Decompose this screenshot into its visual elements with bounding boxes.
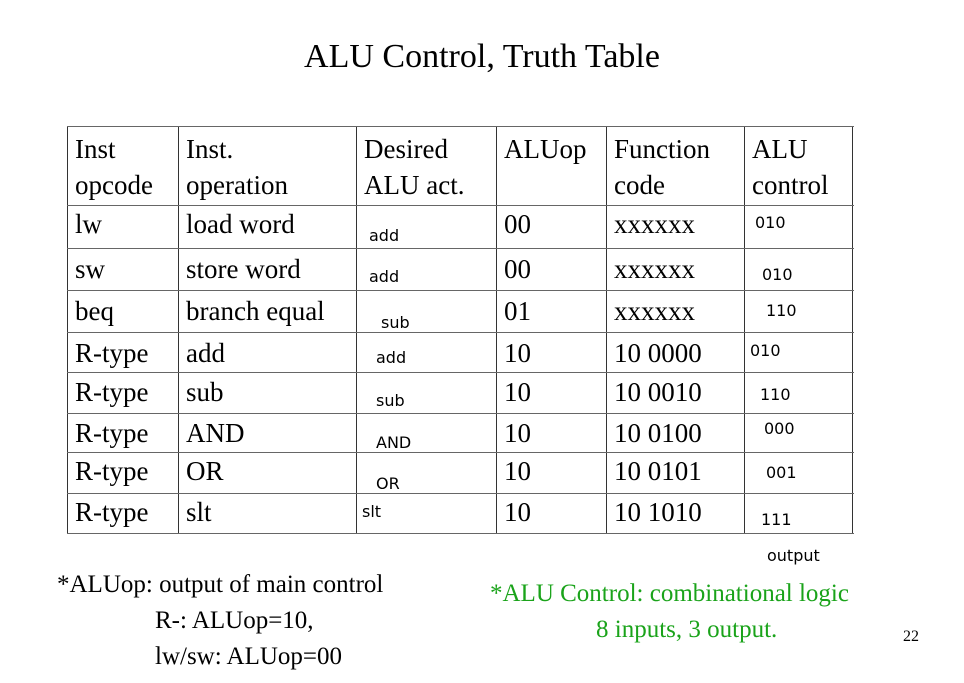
table-column-divider bbox=[606, 126, 607, 534]
table-cell-alu-action: add bbox=[376, 348, 407, 367]
table-header-cell: control bbox=[752, 170, 829, 200]
table-column-divider bbox=[356, 126, 357, 534]
table-cell-opcode: R-type bbox=[75, 377, 149, 407]
table-cell-alu-control: 001 bbox=[766, 463, 797, 482]
table-cell-aluop: 10 bbox=[504, 338, 531, 368]
table-cell-opcode: R-type bbox=[75, 456, 149, 486]
table-header-cell: Desired bbox=[364, 134, 448, 164]
aluop-note-line1: *ALUop: output of main control bbox=[57, 571, 384, 598]
table-cell-alu-control: 110 bbox=[766, 301, 797, 320]
table-cell-function-code: xxxxxx bbox=[614, 254, 695, 284]
table-cell-function-code: 10 1010 bbox=[614, 497, 702, 527]
table-cell-alu-action: add bbox=[369, 226, 400, 245]
table-cell-function-code: xxxxxx bbox=[614, 296, 695, 326]
table-cell-opcode: R-type bbox=[75, 418, 149, 448]
table-cell-alu-control: 110 bbox=[760, 385, 791, 404]
table-header-cell: ALU act. bbox=[364, 170, 465, 200]
table-cell-operation: sub bbox=[186, 377, 224, 407]
table-row-divider bbox=[67, 248, 854, 249]
table-column-divider bbox=[744, 126, 745, 534]
table-cell-operation: add bbox=[186, 338, 225, 368]
table-cell-aluop: 10 bbox=[504, 497, 531, 527]
table-header-cell: Inst. bbox=[186, 134, 234, 164]
table-cell-alu-action: add bbox=[369, 267, 400, 286]
table-row-divider bbox=[67, 452, 854, 453]
alu-control-note-line2: 8 inputs, 3 output. bbox=[596, 616, 778, 643]
table-cell-alu-action: OR bbox=[376, 474, 400, 493]
table-cell-opcode: R-type bbox=[75, 338, 149, 368]
table-cell-opcode: beq bbox=[75, 296, 114, 326]
table-cell-alu-control: 010 bbox=[762, 265, 793, 284]
table-cell-operation: branch equal bbox=[186, 296, 325, 326]
table-cell-alu-action: sub bbox=[376, 391, 405, 410]
page-number: 22 bbox=[903, 628, 919, 645]
table-row-divider bbox=[67, 205, 854, 206]
alu-control-note-line1: *ALU Control: combinational logic bbox=[490, 580, 849, 607]
table-cell-aluop: 00 bbox=[504, 254, 531, 284]
table-cell-alu-control: 111 bbox=[761, 510, 792, 529]
table-cell-function-code: xxxxxx bbox=[614, 209, 695, 239]
table-border-bottom bbox=[67, 533, 854, 534]
table-cell-operation: store word bbox=[186, 254, 301, 284]
table-cell-alu-action: AND bbox=[376, 433, 412, 452]
table-border-right bbox=[852, 126, 853, 534]
table-cell-function-code: 10 0000 bbox=[614, 338, 702, 368]
table-cell-alu-control: 010 bbox=[755, 213, 786, 232]
table-header-cell: ALUop bbox=[504, 134, 587, 164]
table-cell-function-code: 10 0101 bbox=[614, 456, 702, 486]
table-row-divider bbox=[67, 332, 854, 333]
table-header-cell: ALU bbox=[752, 134, 808, 164]
table-header-cell: Function bbox=[614, 134, 711, 164]
table-cell-opcode: lw bbox=[75, 209, 102, 239]
table-cell-function-code: 10 0010 bbox=[614, 377, 702, 407]
table-cell-opcode: R-type bbox=[75, 497, 149, 527]
table-border-top bbox=[67, 126, 854, 127]
table-header-cell: Inst bbox=[75, 134, 116, 164]
table-header-cell: code bbox=[614, 170, 665, 200]
table-cell-function-code: 10 0100 bbox=[614, 418, 702, 448]
table-header-cell: operation bbox=[186, 170, 288, 200]
table-cell-aluop: 00 bbox=[504, 209, 531, 239]
aluop-note-line3: lw/sw: ALUop=00 bbox=[155, 643, 343, 670]
table-row-divider bbox=[67, 372, 854, 373]
table-cell-alu-control: 000 bbox=[764, 419, 795, 438]
table-cell-aluop: 10 bbox=[504, 418, 531, 448]
table-cell-operation: slt bbox=[186, 497, 212, 527]
table-cell-alu-action: slt bbox=[362, 502, 382, 521]
table-cell-aluop: 10 bbox=[504, 456, 531, 486]
page-title: ALU Control, Truth Table bbox=[304, 38, 660, 75]
table-cell-operation: load word bbox=[186, 209, 295, 239]
aluop-note-line2: R-: ALUop=10, bbox=[155, 607, 314, 634]
table-cell-alu-action: sub bbox=[381, 313, 410, 332]
table-row-divider bbox=[67, 413, 854, 414]
table-column-divider bbox=[496, 126, 497, 534]
table-cell-operation: OR bbox=[186, 456, 224, 486]
table-cell-aluop: 01 bbox=[504, 296, 531, 326]
table-cell-opcode: sw bbox=[75, 254, 106, 284]
table-cell-aluop: 10 bbox=[504, 377, 531, 407]
table-row-divider bbox=[67, 290, 854, 291]
output-label: output bbox=[767, 546, 820, 565]
table-cell-operation: AND bbox=[186, 418, 245, 448]
table-row-divider bbox=[67, 493, 854, 494]
table-border-left bbox=[67, 126, 68, 534]
table-column-divider bbox=[178, 126, 179, 534]
table-header-cell: opcode bbox=[75, 170, 153, 200]
table-cell-alu-control: 010 bbox=[750, 341, 781, 360]
